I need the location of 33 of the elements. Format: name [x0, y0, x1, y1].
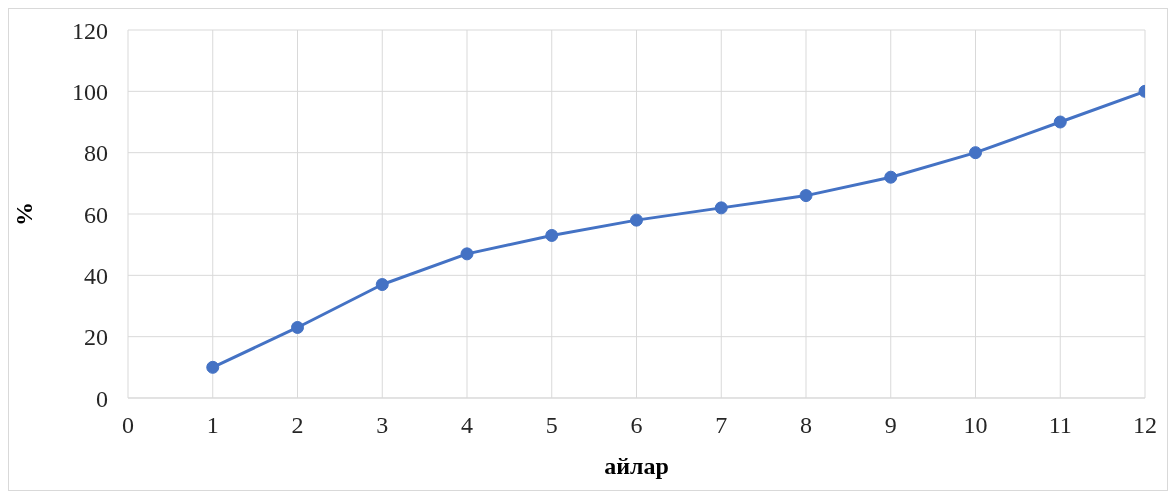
- x-tick-label: 5: [545, 412, 558, 439]
- y-tick-label: 40: [84, 262, 108, 289]
- point: [375, 278, 389, 292]
- y-tick-label: 0: [96, 385, 108, 412]
- point: [1053, 115, 1067, 129]
- point: [884, 170, 898, 184]
- x-tick-label: 4: [461, 412, 473, 439]
- point: [630, 213, 643, 227]
- y-tick-label: 100: [72, 78, 108, 105]
- point: [545, 228, 559, 242]
- x-tick-label: 8: [800, 412, 812, 439]
- x-tick-label: 3: [376, 412, 389, 439]
- x-tick-label: 2: [291, 412, 304, 439]
- point: [206, 360, 220, 374]
- x-tick-label: 6: [630, 412, 643, 439]
- x-tick-label: 10: [963, 412, 988, 439]
- x-tick-label: 11: [1048, 412, 1072, 439]
- y-tick-label: 20: [84, 324, 108, 351]
- point: [291, 320, 304, 334]
- point: [714, 201, 728, 215]
- point: [460, 247, 474, 261]
- x-tick-label: 12: [1133, 412, 1157, 439]
- y-tick-label: 60: [84, 201, 108, 228]
- x-tick-label: 7: [715, 412, 728, 439]
- point: [799, 189, 813, 203]
- x-axis-title: айлар: [604, 453, 669, 479]
- x-tick-label: 0: [122, 412, 134, 439]
- y-axis-title: %: [10, 202, 37, 226]
- y-tick-label: 120: [72, 17, 108, 44]
- y-tick-label: 80: [84, 140, 108, 167]
- point: [969, 146, 982, 160]
- x-tick-label: 1: [206, 412, 219, 439]
- x-tick-label: 9: [884, 412, 897, 439]
